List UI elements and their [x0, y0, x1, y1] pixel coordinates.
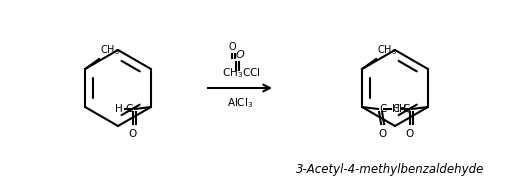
Text: H: H — [392, 104, 400, 114]
Text: O: O — [406, 129, 414, 139]
Text: H: H — [115, 104, 123, 114]
Text: C: C — [403, 104, 410, 114]
Text: CH$_3$: CH$_3$ — [377, 43, 397, 57]
Text: O: O — [129, 129, 137, 139]
Text: CH$_3$: CH$_3$ — [392, 102, 412, 116]
Text: CH$_3$: CH$_3$ — [100, 43, 120, 57]
Text: C: C — [379, 104, 386, 114]
Text: O: O — [378, 129, 386, 139]
Text: C: C — [125, 104, 133, 114]
Text: 3-Acetyl-4-methylbenzaldehyde: 3-Acetyl-4-methylbenzaldehyde — [296, 163, 484, 176]
Text: $\mathit{O}$: $\mathit{O}$ — [235, 48, 245, 60]
Text: AlCl$_3$: AlCl$_3$ — [227, 96, 253, 110]
Text: CH$_3$CCl: CH$_3$CCl — [222, 66, 260, 80]
Text: O: O — [228, 42, 236, 52]
